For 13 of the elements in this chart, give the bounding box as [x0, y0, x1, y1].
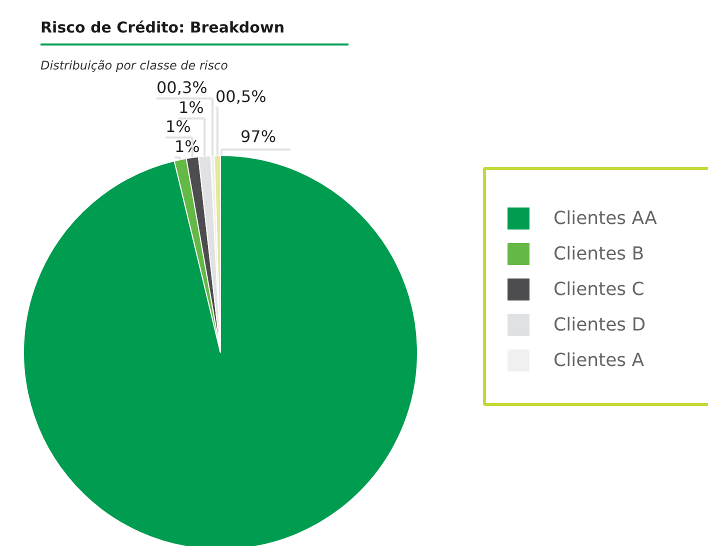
- chart-subtitle: Distribuição por classe de risco: [40, 58, 228, 72]
- data-label: 00,3%: [156, 78, 208, 97]
- data-label: 1%: [166, 117, 191, 136]
- legend-label: Clientes D: [554, 314, 646, 336]
- legend-label: Clientes AA: [554, 208, 658, 229]
- data-label: 97%: [240, 127, 276, 146]
- legend-label: Clientes C: [554, 279, 644, 300]
- data-label: 00,5%: [216, 87, 266, 106]
- data-label: 1%: [178, 98, 204, 117]
- legend-label: Clientes A: [554, 350, 645, 371]
- legend-label: Clientes B: [554, 244, 644, 264]
- data-label: 1%: [174, 137, 200, 156]
- chart-title: Risco de Crédito: Breakdown: [40, 18, 285, 36]
